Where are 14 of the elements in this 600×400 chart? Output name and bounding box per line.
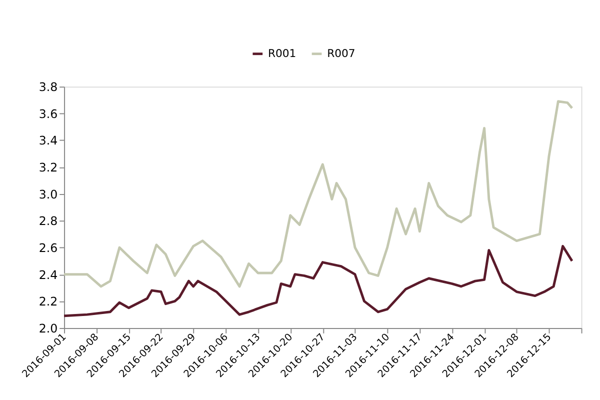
- legend-label: R007: [327, 46, 356, 60]
- legend-label: R001: [268, 46, 296, 60]
- y-tick-label: 3.0: [38, 187, 58, 202]
- y-tick-label: 3.2: [38, 160, 58, 174]
- line-series: [62, 100, 574, 288]
- y-tick-label: 2.6: [38, 240, 58, 255]
- y-tick-label: 3.4: [38, 134, 58, 148]
- y-tick-label: 3.8: [38, 80, 58, 94]
- y-tick-label: 2.2: [38, 294, 58, 309]
- y-tick-label: 2.4: [38, 268, 58, 282]
- y-tick-label: 2.8: [38, 214, 58, 228]
- y-tick-label: 2.0: [38, 321, 58, 336]
- y-tick-label: 3.6: [38, 106, 58, 121]
- line-series: [62, 244, 574, 318]
